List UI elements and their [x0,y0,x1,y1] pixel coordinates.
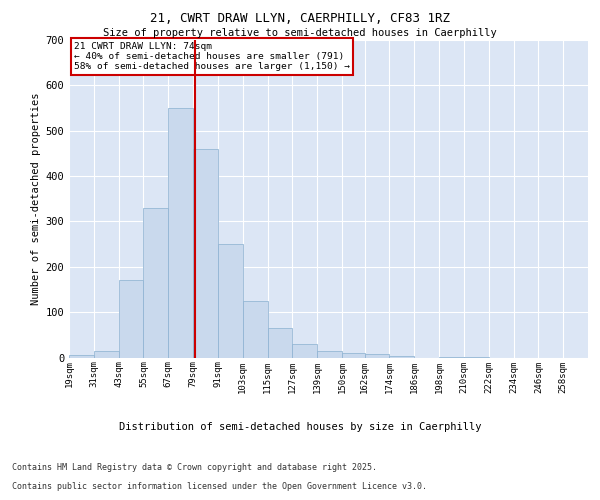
Text: Contains public sector information licensed under the Open Government Licence v3: Contains public sector information licen… [12,482,427,491]
Bar [69,355,94,358]
Bar [193,149,218,358]
Y-axis label: Number of semi-detached properties: Number of semi-detached properties [31,92,41,305]
Bar [342,353,365,358]
Bar [292,344,317,358]
Bar [389,356,415,358]
Bar [168,108,193,358]
Bar [218,244,242,358]
Bar [143,208,168,358]
Text: 21 CWRT DRAW LLYN: 74sqm
← 40% of semi-detached houses are smaller (791)
58% of : 21 CWRT DRAW LLYN: 74sqm ← 40% of semi-d… [74,42,350,72]
Bar [119,280,143,357]
Text: Distribution of semi-detached houses by size in Caerphilly: Distribution of semi-detached houses by … [119,422,481,432]
Bar [268,328,292,358]
Text: 21, CWRT DRAW LLYN, CAERPHILLY, CF83 1RZ: 21, CWRT DRAW LLYN, CAERPHILLY, CF83 1RZ [150,12,450,26]
Bar [242,301,268,358]
Bar [365,354,389,358]
Text: Contains HM Land Registry data © Crown copyright and database right 2025.: Contains HM Land Registry data © Crown c… [12,464,377,472]
Bar [439,356,464,358]
Bar [317,350,342,358]
Text: Size of property relative to semi-detached houses in Caerphilly: Size of property relative to semi-detach… [103,28,497,38]
Bar [94,350,119,358]
